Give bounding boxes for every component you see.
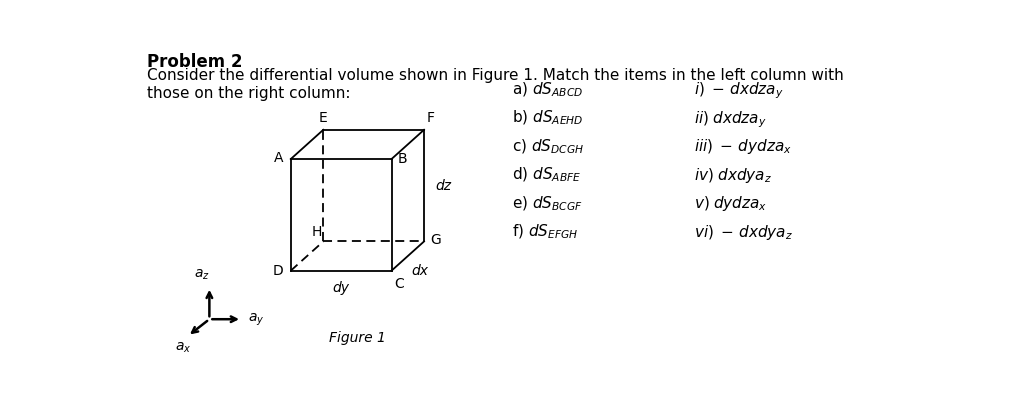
Text: dx: dx (412, 264, 429, 278)
Text: H: H (311, 225, 322, 239)
Text: E: E (318, 111, 327, 125)
Text: $iii)\;-\,dydza_x$: $iii)\;-\,dydza_x$ (693, 137, 792, 156)
Text: $ii)\;dxdza_y$: $ii)\;dxdza_y$ (693, 109, 766, 130)
Text: d) $dS_{ABFE}$: d) $dS_{ABFE}$ (512, 166, 581, 184)
Text: $iv)\;dxdya_z$: $iv)\;dxdya_z$ (693, 166, 772, 185)
Text: G: G (430, 233, 441, 247)
Text: Problem 2: Problem 2 (147, 53, 243, 71)
Text: B: B (397, 152, 408, 166)
Text: $v)\;dydza_x$: $v)\;dydza_x$ (693, 194, 767, 213)
Text: e) $dS_{BCGF}$: e) $dS_{BCGF}$ (512, 194, 583, 213)
Text: c) $dS_{DCGH}$: c) $dS_{DCGH}$ (512, 137, 584, 156)
Text: a) $dS_{ABCD}$: a) $dS_{ABCD}$ (512, 81, 583, 99)
Text: Consider the differential volume shown in Figure 1. Match the items in the left : Consider the differential volume shown i… (147, 68, 844, 83)
Text: dy: dy (333, 281, 349, 295)
Text: D: D (272, 264, 283, 278)
Text: $i)\;-\,dxdza_y$: $i)\;-\,dxdza_y$ (693, 81, 783, 101)
Text: f) $dS_{EFGH}$: f) $dS_{EFGH}$ (512, 223, 578, 241)
Text: $vi)\;-\,dxdya_z$: $vi)\;-\,dxdya_z$ (693, 223, 793, 242)
Text: A: A (273, 150, 283, 164)
Text: Figure 1: Figure 1 (329, 331, 386, 345)
Text: $a_y$: $a_y$ (248, 312, 264, 328)
Text: F: F (426, 111, 434, 125)
Text: $a_z$: $a_z$ (194, 268, 210, 282)
Text: b) $dS_{AEHD}$: b) $dS_{AEHD}$ (512, 109, 584, 128)
Text: those on the right column:: those on the right column: (147, 86, 351, 101)
Text: C: C (394, 277, 404, 291)
Text: $a_x$: $a_x$ (175, 341, 191, 355)
Text: dz: dz (435, 179, 451, 193)
